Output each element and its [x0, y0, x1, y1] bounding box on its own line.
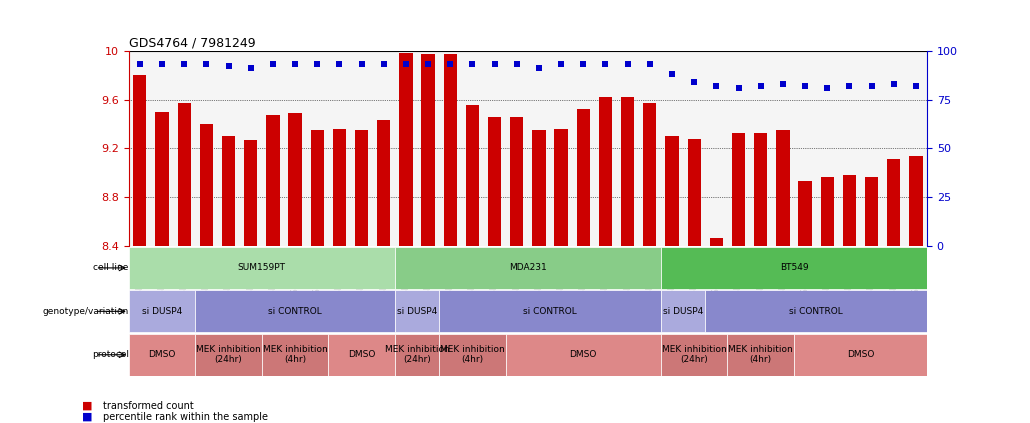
Text: si CONTROL: si CONTROL: [523, 307, 577, 316]
FancyBboxPatch shape: [196, 291, 394, 332]
Bar: [266, 115, 279, 246]
Bar: [244, 140, 258, 246]
Text: ■: ■: [82, 412, 93, 422]
Bar: [909, 156, 923, 246]
Text: MEK inhibition
(24hr): MEK inhibition (24hr): [662, 345, 726, 365]
FancyBboxPatch shape: [394, 247, 661, 289]
Bar: [333, 129, 346, 246]
FancyBboxPatch shape: [129, 291, 196, 332]
FancyBboxPatch shape: [794, 334, 927, 376]
Bar: [400, 53, 413, 246]
Text: MEK inhibition
(4hr): MEK inhibition (4hr): [440, 345, 505, 365]
Text: MEK inhibition
(24hr): MEK inhibition (24hr): [384, 345, 449, 365]
Bar: [621, 97, 634, 246]
Text: MEK inhibition
(4hr): MEK inhibition (4hr): [728, 345, 793, 365]
FancyBboxPatch shape: [394, 291, 439, 332]
Bar: [887, 159, 900, 246]
Bar: [554, 129, 568, 246]
FancyBboxPatch shape: [196, 334, 262, 376]
Bar: [643, 103, 656, 246]
Bar: [156, 112, 169, 246]
Bar: [865, 176, 879, 246]
Bar: [754, 132, 767, 246]
Bar: [466, 104, 479, 246]
Text: si DUSP4: si DUSP4: [142, 307, 182, 316]
Text: SUM159PT: SUM159PT: [238, 264, 285, 272]
Text: DMSO: DMSO: [847, 350, 874, 359]
Bar: [821, 176, 834, 246]
Bar: [688, 139, 700, 246]
Bar: [355, 130, 368, 246]
Text: cell line: cell line: [94, 264, 129, 272]
FancyBboxPatch shape: [394, 334, 439, 376]
Bar: [444, 55, 457, 246]
Bar: [710, 238, 723, 246]
Text: BT549: BT549: [780, 264, 809, 272]
Bar: [221, 136, 235, 246]
FancyBboxPatch shape: [129, 247, 394, 289]
FancyBboxPatch shape: [661, 291, 706, 332]
FancyBboxPatch shape: [727, 334, 794, 376]
Text: MEK inhibition
(4hr): MEK inhibition (4hr): [263, 345, 328, 365]
Text: si CONTROL: si CONTROL: [789, 307, 843, 316]
Bar: [311, 130, 323, 246]
Text: GDS4764 / 7981249: GDS4764 / 7981249: [129, 37, 255, 49]
Bar: [577, 110, 590, 246]
Bar: [488, 117, 502, 246]
FancyBboxPatch shape: [129, 334, 196, 376]
Bar: [732, 132, 745, 246]
Bar: [665, 136, 679, 246]
Text: DMSO: DMSO: [570, 350, 597, 359]
Text: MEK inhibition
(24hr): MEK inhibition (24hr): [196, 345, 261, 365]
Text: genotype/variation: genotype/variation: [42, 307, 129, 316]
FancyBboxPatch shape: [661, 247, 927, 289]
Bar: [798, 181, 812, 246]
Bar: [133, 75, 146, 246]
Bar: [843, 176, 856, 246]
Bar: [777, 130, 790, 246]
Text: protocol: protocol: [92, 350, 129, 359]
Text: ■: ■: [82, 401, 93, 411]
FancyBboxPatch shape: [706, 291, 927, 332]
Text: MDA231: MDA231: [509, 264, 547, 272]
FancyBboxPatch shape: [439, 334, 506, 376]
Bar: [533, 130, 546, 246]
Bar: [421, 55, 435, 246]
Bar: [377, 121, 390, 246]
Bar: [510, 117, 523, 246]
FancyBboxPatch shape: [661, 334, 727, 376]
FancyBboxPatch shape: [262, 334, 329, 376]
Text: transformed count: transformed count: [103, 401, 194, 411]
Bar: [200, 124, 213, 246]
Bar: [598, 97, 612, 246]
Bar: [177, 103, 191, 246]
Text: si DUSP4: si DUSP4: [663, 307, 703, 316]
FancyBboxPatch shape: [506, 334, 661, 376]
Text: si DUSP4: si DUSP4: [397, 307, 437, 316]
FancyBboxPatch shape: [439, 291, 661, 332]
Bar: [288, 113, 302, 246]
FancyBboxPatch shape: [329, 334, 394, 376]
Text: DMSO: DMSO: [148, 350, 176, 359]
Text: percentile rank within the sample: percentile rank within the sample: [103, 412, 268, 422]
Text: si CONTROL: si CONTROL: [268, 307, 322, 316]
Text: DMSO: DMSO: [348, 350, 375, 359]
